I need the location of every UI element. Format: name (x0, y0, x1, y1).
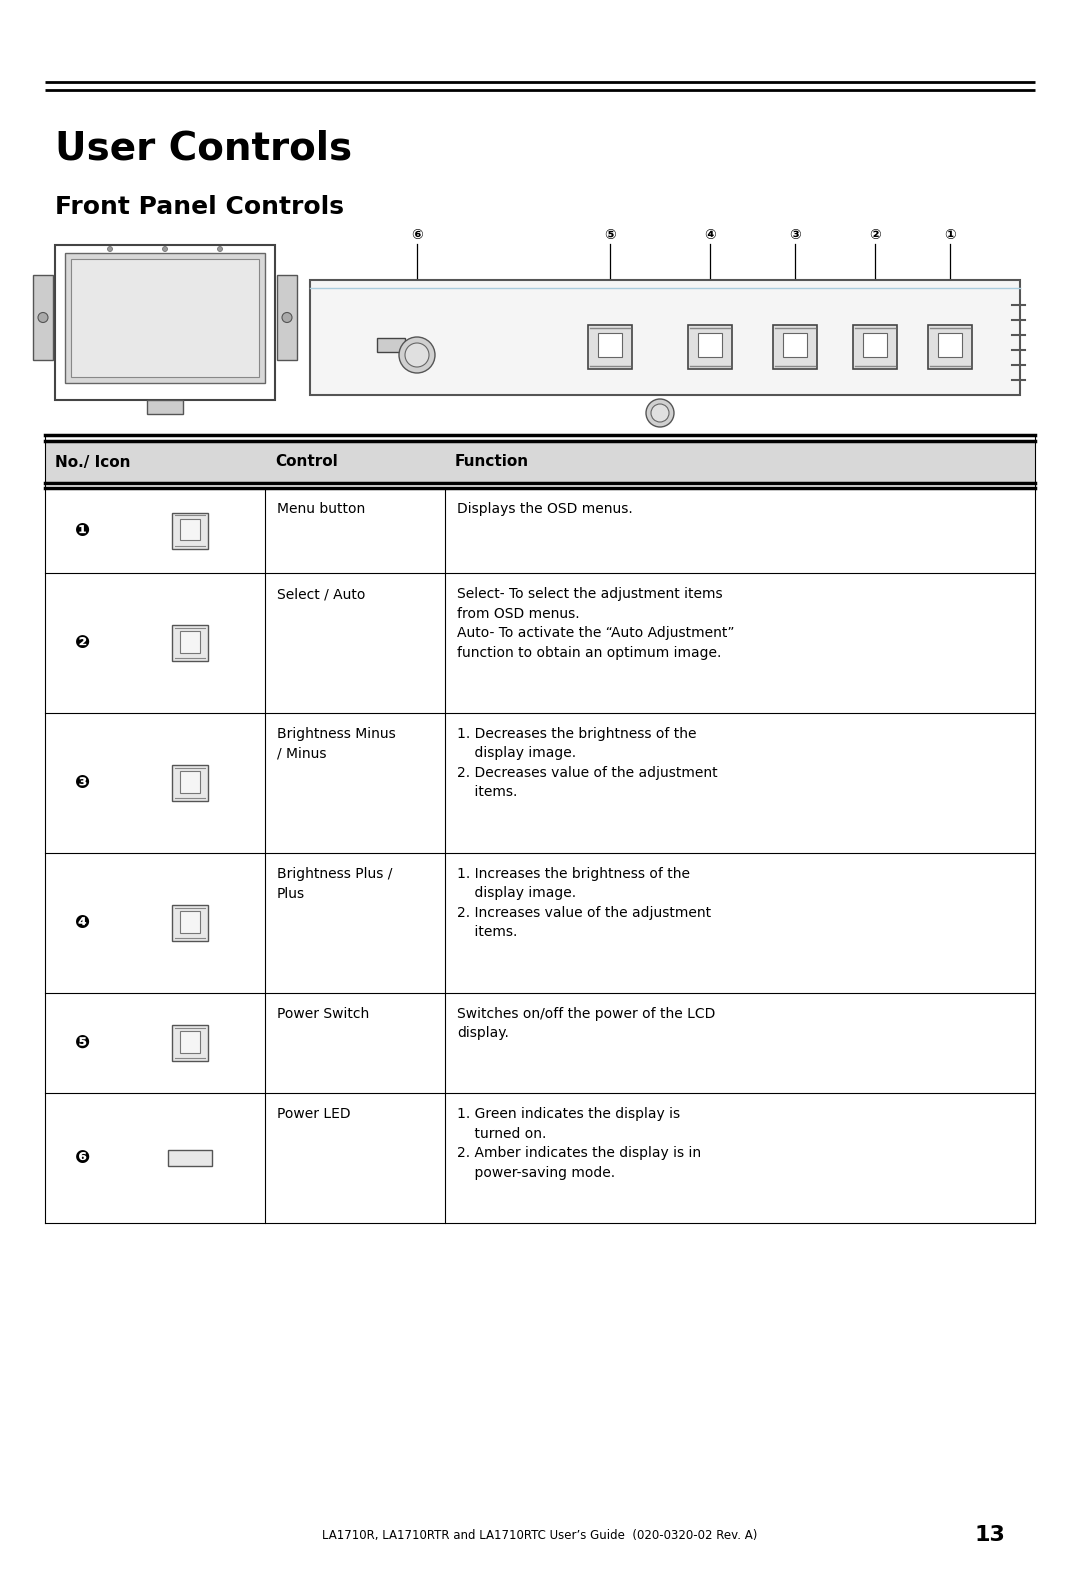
Text: 1. Green indicates the display is
    turned on.
2. Amber indicates the display : 1. Green indicates the display is turned… (457, 1107, 701, 1179)
Circle shape (162, 247, 167, 252)
Bar (172, 905, 208, 941)
Bar (172, 765, 208, 801)
Bar (180, 631, 200, 653)
Bar (172, 1025, 208, 1061)
Text: Function: Function (455, 455, 529, 469)
Bar (773, 324, 816, 368)
Text: ❻: ❻ (76, 1149, 91, 1166)
Bar (172, 513, 208, 548)
Text: Brightness Minus
/ Minus: Brightness Minus / Minus (276, 727, 395, 760)
Bar (180, 519, 200, 540)
Text: Select / Auto: Select / Auto (276, 587, 365, 601)
Text: ④: ④ (704, 228, 716, 242)
Bar (863, 332, 887, 357)
Text: ⑤: ⑤ (604, 228, 616, 242)
Text: Power Switch: Power Switch (276, 1007, 369, 1022)
Circle shape (108, 247, 112, 252)
Text: ❸: ❸ (76, 774, 91, 792)
Bar (45, 441, 1035, 483)
Bar (276, 275, 297, 360)
Bar (71, 260, 259, 378)
Bar (310, 280, 1020, 395)
Bar (783, 332, 807, 357)
Text: Switches on/off the power of the LCD
display.: Switches on/off the power of the LCD dis… (457, 1007, 715, 1040)
Text: ①: ① (944, 228, 956, 242)
Text: LA1710R, LA1710RTR and LA1710RTC User’s Guide  (020-0320-02 Rev. A): LA1710R, LA1710RTR and LA1710RTC User’s … (322, 1528, 758, 1541)
Bar (598, 332, 622, 357)
Text: ❺: ❺ (76, 1034, 91, 1051)
Text: ❹: ❹ (76, 914, 91, 932)
Text: Control: Control (275, 455, 338, 469)
Bar (180, 1031, 200, 1053)
Text: User Controls: User Controls (55, 131, 352, 168)
Bar (688, 324, 732, 368)
Bar (172, 625, 208, 661)
Circle shape (405, 343, 429, 367)
Circle shape (217, 247, 222, 252)
Bar (853, 324, 897, 368)
Text: Select- To select the adjustment items
from OSD menus.
Auto- To activate the “Au: Select- To select the adjustment items f… (457, 587, 734, 660)
Text: Displays the OSD menus.: Displays the OSD menus. (457, 502, 633, 516)
Bar (147, 400, 183, 414)
Text: Brightness Plus /
Plus: Brightness Plus / Plus (276, 867, 392, 900)
Bar (180, 911, 200, 933)
Text: Power LED: Power LED (276, 1107, 351, 1121)
Bar (698, 332, 723, 357)
Bar (65, 253, 265, 382)
Circle shape (282, 313, 292, 323)
Bar (588, 324, 632, 368)
Text: Front Panel Controls: Front Panel Controls (55, 195, 345, 219)
Circle shape (399, 337, 435, 373)
Text: ❷: ❷ (76, 634, 91, 652)
Bar (937, 332, 962, 357)
Text: ③: ③ (789, 228, 801, 242)
Circle shape (646, 398, 674, 427)
Text: 1. Increases the brightness of the
    display image.
2. Increases value of the : 1. Increases the brightness of the displ… (457, 867, 711, 940)
Bar (33, 275, 53, 360)
Bar (928, 324, 972, 368)
Text: 13: 13 (974, 1525, 1005, 1546)
Bar (180, 771, 200, 793)
Circle shape (38, 313, 48, 323)
Bar (168, 1151, 212, 1166)
Text: ⑥: ⑥ (411, 228, 423, 242)
Text: Menu button: Menu button (276, 502, 365, 516)
Text: ②: ② (869, 228, 881, 242)
Bar (55, 246, 275, 400)
Text: No./ Icon: No./ Icon (55, 455, 131, 469)
Circle shape (651, 405, 669, 422)
Text: 1. Decreases the brightness of the
    display image.
2. Decreases value of the : 1. Decreases the brightness of the displ… (457, 727, 717, 800)
Bar (377, 338, 405, 353)
Text: ❶: ❶ (76, 521, 91, 540)
